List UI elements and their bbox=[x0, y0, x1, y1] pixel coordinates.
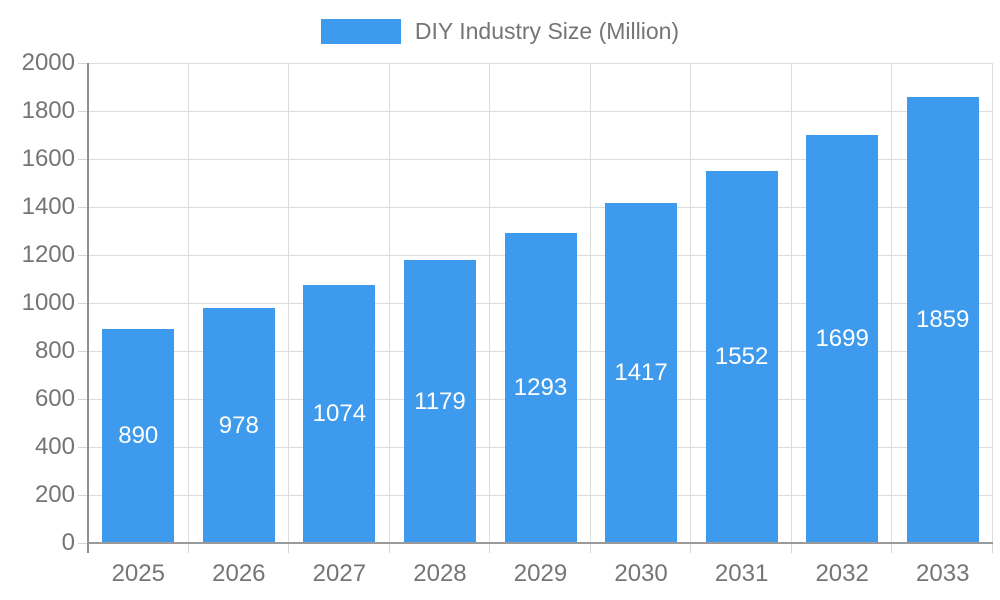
x-axis-label: 2029 bbox=[513, 560, 568, 587]
bar-value-label: 1699 bbox=[815, 325, 869, 353]
gridline-vertical bbox=[690, 63, 692, 543]
gridline-vertical bbox=[589, 63, 591, 543]
x-axis-tick bbox=[790, 543, 792, 553]
bar-2026: 978 bbox=[202, 308, 275, 543]
bar-value-label: 1417 bbox=[614, 358, 668, 386]
gridline-vertical bbox=[992, 63, 993, 543]
y-axis-label: 1600 bbox=[21, 145, 75, 172]
y-axis-line bbox=[87, 63, 89, 553]
y-axis-tick bbox=[78, 543, 88, 544]
y-axis-label: 600 bbox=[34, 385, 75, 412]
x-axis-tick bbox=[690, 543, 692, 553]
y-axis-tick bbox=[78, 495, 88, 496]
x-axis-tick bbox=[489, 543, 491, 553]
y-axis-label: 1200 bbox=[21, 241, 75, 268]
gridline-vertical bbox=[388, 63, 390, 543]
x-axis-label: 2026 bbox=[212, 560, 266, 587]
y-axis-tick bbox=[78, 159, 88, 160]
legend-item[interactable]: DIY Industry Size (Million) bbox=[320, 18, 680, 45]
y-axis-tick bbox=[78, 351, 88, 352]
gridline-vertical bbox=[187, 63, 189, 543]
gridline-horizontal bbox=[88, 111, 993, 112]
y-axis-label: 1000 bbox=[21, 289, 75, 316]
gridline-vertical bbox=[891, 63, 893, 543]
y-axis-label: 800 bbox=[34, 337, 75, 364]
y-axis-label: 400 bbox=[34, 433, 75, 460]
bar-2031: 1552 bbox=[705, 170, 778, 543]
chart-legend: DIY Industry Size (Million) bbox=[0, 18, 1000, 45]
bar-2028: 1179 bbox=[403, 260, 476, 543]
x-axis-tick bbox=[891, 543, 893, 553]
bar-value-label: 1074 bbox=[312, 400, 367, 428]
bar-value-label: 1179 bbox=[414, 387, 466, 415]
bar-2033: 1859 bbox=[906, 96, 979, 543]
plot-area: 890 978 1074 1179 1293 1417 1552 1699 1859 bbox=[88, 63, 993, 543]
gridline-vertical bbox=[489, 63, 491, 543]
y-axis-tick bbox=[78, 111, 88, 112]
y-axis-label: 2000 bbox=[21, 49, 75, 76]
y-axis-label: 200 bbox=[34, 481, 75, 508]
bar-2029: 1293 bbox=[504, 232, 577, 543]
x-axis-label: 2025 bbox=[111, 560, 165, 587]
x-axis-label: 2033 bbox=[916, 560, 970, 587]
bar-value-label: 890 bbox=[118, 422, 159, 450]
x-axis-label: 2032 bbox=[815, 560, 869, 587]
y-axis-tick bbox=[78, 303, 88, 304]
legend-color-swatch bbox=[320, 19, 401, 44]
bar-value-label: 1859 bbox=[916, 305, 970, 333]
legend-label: DIY Industry Size (Million) bbox=[414, 18, 680, 44]
bar-value-label: 1552 bbox=[714, 342, 769, 370]
x-axis-tick bbox=[992, 543, 993, 553]
x-axis-label: 2030 bbox=[614, 560, 668, 587]
x-axis-label: 2031 bbox=[714, 560, 769, 587]
x-axis-label: 2028 bbox=[413, 560, 467, 587]
x-axis-tick bbox=[388, 543, 390, 553]
x-axis-tick bbox=[589, 543, 591, 553]
bar-2032: 1699 bbox=[806, 135, 879, 543]
x-axis-line bbox=[88, 542, 993, 544]
x-axis-label: 2027 bbox=[312, 560, 367, 587]
y-axis-label: 0 bbox=[61, 529, 75, 556]
gridline-vertical bbox=[790, 63, 792, 543]
bar-value-label: 1293 bbox=[513, 373, 568, 401]
gridline-horizontal bbox=[88, 159, 993, 160]
y-axis-tick bbox=[78, 399, 88, 400]
gridline-horizontal bbox=[88, 207, 993, 208]
x-axis-tick bbox=[288, 543, 290, 553]
y-axis-tick bbox=[78, 63, 88, 64]
y-axis-tick bbox=[78, 255, 88, 256]
gridline-horizontal bbox=[88, 63, 993, 64]
y-axis-label: 1400 bbox=[21, 193, 75, 220]
bar-value-label: 978 bbox=[218, 411, 259, 439]
y-axis-label: 1800 bbox=[21, 97, 75, 124]
y-axis-tick bbox=[78, 447, 88, 448]
bar-2025: 890 bbox=[102, 329, 175, 543]
x-axis-tick bbox=[187, 543, 189, 553]
bar-2030: 1417 bbox=[605, 202, 678, 543]
gridline-vertical bbox=[288, 63, 290, 543]
bar-2027: 1074 bbox=[303, 285, 376, 543]
y-axis-tick bbox=[78, 207, 88, 208]
